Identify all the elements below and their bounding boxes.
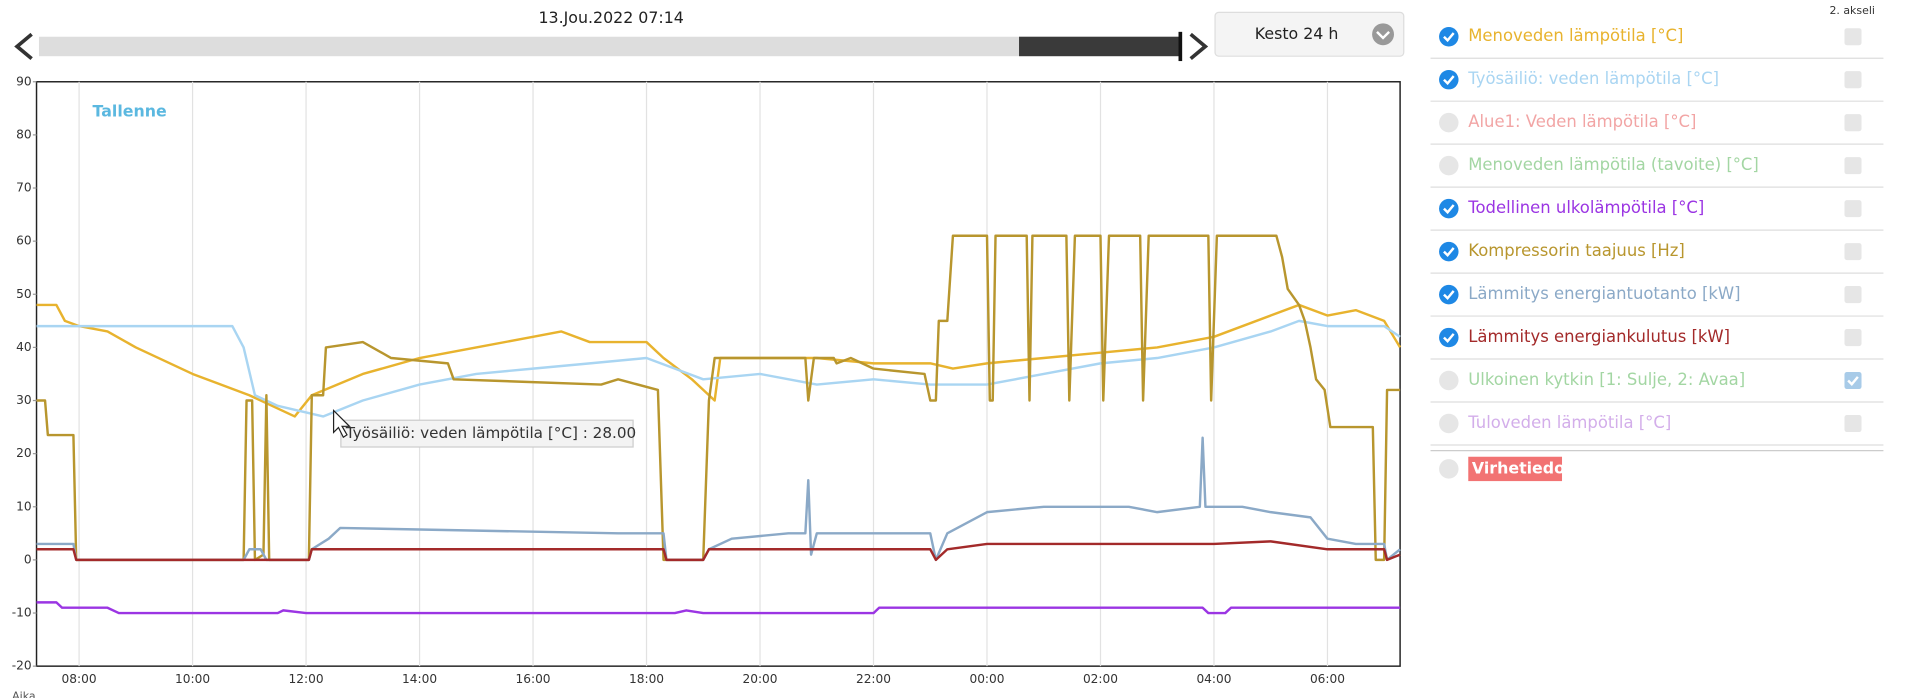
- next-button[interactable]: [1189, 32, 1209, 61]
- date: 13.Jou.2022 07:14: [538, 8, 683, 27]
- series-line: [36, 319, 1401, 418]
- y-tick-label: -10: [12, 606, 32, 620]
- series-line: [36, 540, 1401, 562]
- y-tick-label: -20: [12, 659, 32, 673]
- series-line: [36, 303, 1402, 418]
- legend-label[interactable]: Lämmitys energiantuotanto [kW]: [1468, 284, 1740, 303]
- x-tick-label: 18:00: [629, 672, 664, 686]
- series-line: [36, 436, 1401, 562]
- prev-button[interactable]: [14, 32, 33, 61]
- series-line: [36, 601, 1401, 615]
- legend-label[interactable]: Ulkoinen kytkin [1: Sulje, 2: Avaa]: [1468, 370, 1745, 389]
- x-tick-label: 08:00: [62, 672, 97, 686]
- second-axis-box[interactable]: [1844, 372, 1862, 390]
- y-tick-label: 30: [16, 393, 31, 407]
- y-tick-label: 0: [24, 552, 32, 566]
- legend-check-mark: [1443, 204, 1455, 215]
- legend-check[interactable]: [1439, 155, 1459, 176]
- legend-check-mark: [1443, 75, 1455, 86]
- tooltip-box: [340, 419, 634, 448]
- legend-check[interactable]: [1439, 26, 1459, 47]
- legend-check[interactable]: [1439, 241, 1459, 262]
- second-axis-check: [1847, 376, 1859, 386]
- cursor: [332, 409, 351, 439]
- second-axis-box[interactable]: [1844, 286, 1862, 304]
- y-tick-label: 40: [16, 340, 31, 354]
- legend-label[interactable]: Menoveden lämpötila (tavoite) [°C]: [1468, 155, 1759, 174]
- y-tick-label: 90: [16, 74, 31, 88]
- second-axis-box[interactable]: [1844, 200, 1862, 218]
- x-tick-label: 12:00: [289, 672, 324, 686]
- y-tick-label: 60: [16, 234, 31, 248]
- x-tick-label: 20:00: [742, 672, 777, 686]
- x-tick-label: 04:00: [1196, 672, 1231, 686]
- y-tick-label: 20: [16, 446, 31, 460]
- second-axis-box[interactable]: [1844, 71, 1862, 89]
- legend-check[interactable]: [1439, 69, 1459, 90]
- second-axis-box[interactable]: [1844, 329, 1862, 347]
- y-tick-label: 70: [16, 181, 31, 195]
- legend: Menoveden lämpötila [°C] Työsäiliö: veden…: [1430, 26, 1884, 482]
- second-axis-box[interactable]: [1844, 157, 1862, 175]
- legend-check-mark: [1443, 333, 1455, 344]
- legend-label[interactable]: Tuloveden lämpötila [°C]: [1467, 413, 1671, 432]
- x-tick-label: 10:00: [175, 672, 210, 686]
- duration-dropdown[interactable]: [1214, 11, 1405, 57]
- second-axis-box[interactable]: [1844, 114, 1862, 132]
- legend-label[interactable]: Menoveden lämpötila [°C]: [1468, 26, 1683, 45]
- slider-handle[interactable]: [1178, 31, 1183, 62]
- x-tick-label: 02:00: [1083, 672, 1118, 686]
- legend-check-mark: [1443, 247, 1455, 258]
- legend-check[interactable]: [1439, 198, 1459, 219]
- time-slider[interactable]: [38, 36, 1181, 57]
- x-tick-label: 22:00: [856, 672, 891, 686]
- legend-check[interactable]: [1439, 284, 1459, 305]
- legend-check[interactable]: [1439, 112, 1459, 133]
- second-axis-box[interactable]: [1844, 28, 1862, 46]
- tooltip: Työsäiliö: veden lämpötila [°C] : 28.00: [345, 424, 636, 442]
- x-axis-label: Aika: [12, 690, 35, 698]
- x-tick-label: 16:00: [516, 672, 551, 686]
- legend-check[interactable]: [1439, 459, 1459, 479]
- legend-check-mark: [1443, 32, 1455, 43]
- legend-label[interactable]: Alue1: Veden lämpötila [°C]: [1468, 112, 1696, 131]
- plot-frame: [35, 81, 1401, 667]
- legend-check[interactable]: [1439, 370, 1459, 391]
- x-tick-label: 06:00: [1310, 672, 1345, 686]
- annotation: Tallenne: [93, 102, 167, 121]
- legend-check-mark: [1443, 290, 1455, 301]
- legend-label[interactable]: Työsäiliö: veden lämpötila [°C]: [1467, 69, 1719, 88]
- legend-check[interactable]: [1439, 413, 1459, 434]
- second-axis-label: 2. akseli: [1829, 4, 1874, 17]
- y-tick-label: 10: [16, 499, 31, 513]
- legend-label[interactable]: Kompressorin taajuus [Hz]: [1468, 241, 1685, 260]
- y-tick-label: 80: [16, 127, 31, 141]
- y-tick-label: 50: [16, 287, 31, 301]
- legend-check[interactable]: [1439, 327, 1459, 348]
- x-tick-label: 00:00: [969, 672, 1004, 686]
- error-label-bg: [1468, 456, 1563, 482]
- slider-window[interactable]: [1019, 36, 1181, 57]
- series-line: [36, 234, 1401, 562]
- legend-label[interactable]: Todellinen ulkolämpötila [°C]: [1467, 198, 1704, 217]
- second-axis-box[interactable]: [1844, 243, 1862, 261]
- second-axis-box[interactable]: [1844, 414, 1862, 433]
- duration: Kesto 24 h: [1255, 24, 1339, 43]
- dropdown-chevron: [1376, 30, 1390, 40]
- legend-label[interactable]: Lämmitys energiankulutus [kW]: [1468, 327, 1730, 346]
- plot: -20 -10 0 10 20 30 40 50 60 70 80 90 08:00 10:00 12:00…: [12, 74, 1402, 698]
- x-tick-label: 14:00: [402, 672, 437, 686]
- error-label[interactable]: Virhetiedot: [1472, 458, 1573, 477]
- dropdown-icon: [1372, 23, 1395, 46]
